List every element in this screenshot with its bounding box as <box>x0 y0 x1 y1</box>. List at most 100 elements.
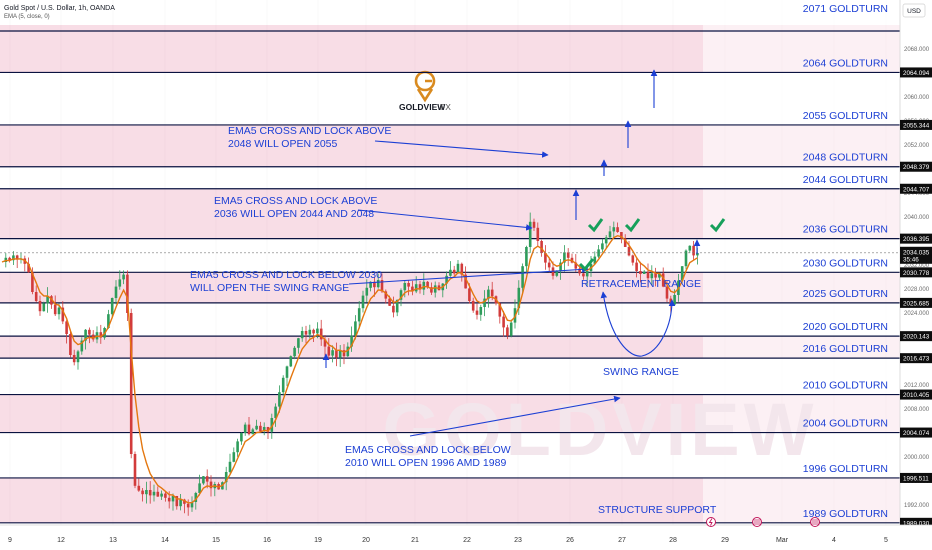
y-tick-label: 2068.000 <box>904 47 930 53</box>
level-label: 2016 GOLDTURN <box>803 343 888 355</box>
candle-body <box>300 331 304 339</box>
candle-body <box>99 332 103 338</box>
candle-body <box>604 237 608 244</box>
symbol-title[interactable]: Gold Spot / U.S. Dollar, 1h, OANDA <box>4 5 115 12</box>
candle-body <box>145 490 148 495</box>
check-marks <box>578 218 726 272</box>
candle-body <box>323 339 327 347</box>
candle-body <box>487 289 490 299</box>
ema-line <box>1 234 698 504</box>
x-tick-label: Mar <box>776 537 789 544</box>
candle-body <box>536 227 540 241</box>
lightning-icon <box>708 518 713 526</box>
candle-body <box>346 346 350 357</box>
price-tag-box <box>900 267 932 278</box>
price-tag-label: 2016.473 <box>903 356 930 363</box>
candle-body <box>91 334 95 340</box>
candle-body <box>69 334 72 355</box>
candle-body <box>354 321 357 336</box>
price-tag-label: 2044.707 <box>903 186 930 193</box>
candle-body <box>631 255 635 263</box>
y-tick-label: 2008.000 <box>904 407 930 413</box>
x-tick-label: 26 <box>566 537 574 544</box>
y-tick-label: 2040.000 <box>904 215 930 221</box>
candle-body <box>243 424 247 433</box>
level-label: 1996 GOLDTURN <box>803 463 888 475</box>
price-axis[interactable]: USD 1992.0001996.0002000.0002004.0002008… <box>899 0 932 550</box>
candle-body <box>293 347 296 357</box>
x-tick-label: 13 <box>109 537 117 544</box>
candle-body <box>27 263 30 273</box>
annotation-arrows <box>322 69 701 437</box>
candle-body <box>578 268 581 274</box>
candle-body <box>369 281 372 288</box>
price-tag-label: 1996.511 <box>903 475 929 482</box>
price-tag-label: 2030.778 <box>903 270 930 277</box>
price-tag-box <box>900 472 932 483</box>
candle-body <box>642 271 646 274</box>
y-tick-label: 2024.000 <box>904 311 930 317</box>
structure-support-label: STRUCTURE SUPPORT <box>598 504 717 516</box>
x-tick-label: 9 <box>8 537 12 544</box>
candle-body <box>388 298 391 306</box>
candle-body <box>464 274 467 289</box>
y-tick-label: 2044.000 <box>904 191 930 197</box>
price-tag-box <box>900 353 932 364</box>
candle-body <box>426 281 429 288</box>
time-axis[interactable]: 9 12 13 14 15 16 19 20 21 22 23 26 27 28 29 Mar 4 5 <box>0 517 932 550</box>
candle-body <box>46 296 49 304</box>
candle-body <box>312 329 315 334</box>
price-tag-box <box>900 119 932 130</box>
candle-body <box>285 366 289 378</box>
level-label: 2020 GOLDTURN <box>803 321 888 333</box>
y-tick-label: 2060.000 <box>904 95 930 101</box>
candle-body <box>42 303 46 312</box>
indicator-legend[interactable]: EMA (5, close, 0) <box>4 14 50 20</box>
candle-body <box>175 496 179 507</box>
y-tick-label: 2032.000 <box>904 263 930 269</box>
candle-body <box>224 472 228 483</box>
candle-body <box>380 280 384 292</box>
level-lines <box>0 30 900 524</box>
candle-body <box>289 356 293 367</box>
candle-body <box>202 476 205 484</box>
logo-suffix: FX <box>440 102 451 112</box>
arrow-2030 <box>348 266 589 285</box>
candle-body <box>338 350 342 358</box>
lightning-event-icon[interactable] <box>706 517 716 527</box>
y-tick-label: 2028.000 <box>904 287 930 293</box>
price-tag-label: 2004.074 <box>903 430 930 437</box>
retracement-range-label: RETRACEMENT RANGE <box>581 278 701 290</box>
candle-body <box>555 271 559 276</box>
candle-body <box>399 290 403 300</box>
candle-body <box>186 503 190 508</box>
candle-body <box>342 350 346 357</box>
x-tick-label: 21 <box>411 537 419 544</box>
annotation-2010-line1: EMA5 CROSS AND LOCK BELOW <box>345 444 511 456</box>
event-markers[interactable] <box>706 517 820 527</box>
candle-body <box>661 273 665 287</box>
candle-body <box>395 299 399 313</box>
price-tag-box <box>900 67 932 78</box>
candle-body <box>521 266 524 288</box>
candle-body <box>31 272 34 292</box>
candle-body <box>304 331 308 335</box>
us-flag-icon <box>811 519 819 525</box>
candle-body <box>475 310 479 315</box>
candle-body <box>278 392 281 407</box>
candle-body <box>259 425 262 432</box>
candle-body <box>593 256 597 264</box>
candle-body <box>164 493 167 498</box>
candle-body <box>236 441 239 453</box>
candle-body <box>133 454 137 486</box>
candle-body <box>608 231 612 238</box>
candle-body <box>483 298 486 307</box>
candle-body <box>684 250 688 267</box>
candle-body <box>418 284 422 290</box>
x-tick-label: 5 <box>884 537 888 544</box>
candle-body <box>308 329 312 335</box>
currency-badge[interactable] <box>902 3 926 18</box>
candle-body <box>80 340 84 352</box>
candle-body <box>61 307 65 322</box>
